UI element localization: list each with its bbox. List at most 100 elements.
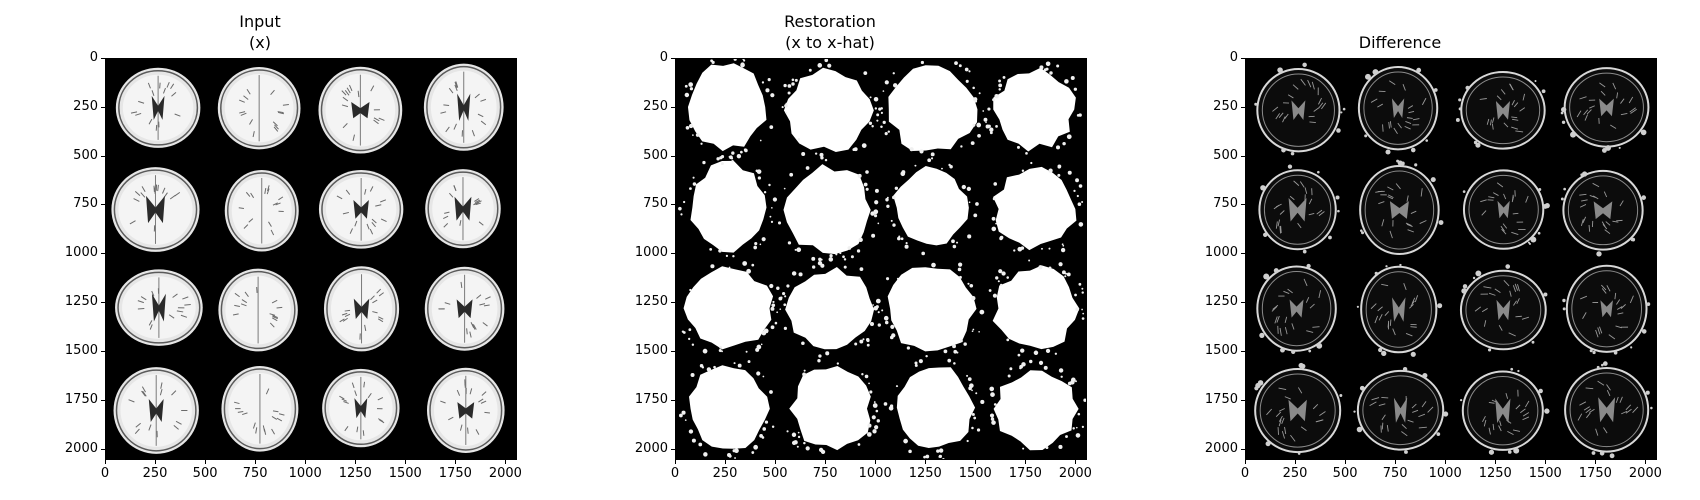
- y-tick-mark: [671, 106, 675, 108]
- x-tick-mark: [925, 460, 927, 464]
- y-tick-label: 250: [1213, 98, 1238, 114]
- brain-slice: [777, 158, 880, 262]
- brain-slice: [876, 60, 985, 157]
- y-tick-mark: [1241, 448, 1245, 450]
- brain-slice: [1359, 159, 1444, 256]
- brain-slice: [1459, 367, 1550, 455]
- panel-title-line2: Difference: [1358, 33, 1442, 52]
- y-tick-label: 1000: [634, 245, 668, 261]
- x-tick-label: 1000: [288, 466, 322, 481]
- y-tick-label: 250: [643, 98, 668, 114]
- y-tick-mark: [671, 350, 675, 352]
- brain-slice: [1353, 366, 1449, 454]
- brain-slice: [786, 359, 880, 455]
- x-tick-label: 500: [1332, 466, 1358, 481]
- x-tick-label: 250: [1282, 466, 1308, 481]
- brain-slice: [1459, 264, 1548, 352]
- brain-slice: [1462, 169, 1550, 250]
- x-tick-mark: [255, 460, 257, 464]
- brain-slice: [221, 365, 299, 452]
- x-tick-label: 2000: [1058, 466, 1092, 481]
- x-tick-label: 1500: [388, 466, 422, 481]
- y-tick-label: 0: [89, 50, 98, 65]
- x-tick-label: 500: [192, 466, 218, 481]
- y-tick-label: 2000: [1204, 440, 1238, 456]
- y-tick-label: 500: [643, 147, 668, 163]
- x-tick-label: 250: [142, 466, 168, 481]
- x-tick-label: 1750: [1578, 466, 1612, 481]
- brain-slice: [781, 59, 882, 160]
- brain-slice: [1357, 65, 1439, 155]
- x-tick-label: 2000: [488, 466, 522, 481]
- y-tick-mark: [101, 448, 105, 450]
- x-tick-label: 0: [100, 466, 110, 481]
- y-tick-mark: [671, 155, 675, 157]
- y-tick-label: 1250: [1204, 294, 1238, 310]
- y-tick-mark: [101, 204, 105, 206]
- x-tick-mark: [825, 460, 827, 464]
- x-tick-label: 0: [1240, 466, 1250, 481]
- panel-title-line2: (x to x-hat): [785, 33, 875, 52]
- x-tick-label: 1250: [908, 466, 942, 481]
- brain-slice: [218, 268, 298, 352]
- mri-grid: [106, 59, 516, 459]
- x-tick-mark: [1495, 460, 1497, 464]
- x-tick-mark: [1295, 460, 1297, 464]
- y-tick-label: 1500: [1204, 342, 1238, 358]
- image-area: [105, 58, 517, 460]
- y-tick-mark: [101, 253, 105, 255]
- brain-slice: [1356, 263, 1443, 357]
- x-tick-mark: [775, 460, 777, 464]
- y-tick-mark: [1241, 302, 1245, 304]
- panel-title-line1: Restoration: [784, 12, 876, 31]
- y-tick-mark: [1241, 399, 1245, 401]
- x-tick-label: 750: [812, 466, 838, 481]
- brain-slice: [318, 66, 403, 154]
- x-tick-mark: [975, 460, 977, 464]
- brain-slice: [427, 367, 505, 453]
- y-tick-label: 0: [659, 50, 668, 65]
- x-tick-mark: [1645, 460, 1647, 464]
- image-area: [675, 58, 1087, 460]
- brain-slice: [1560, 67, 1650, 153]
- x-tick-mark: [1595, 460, 1597, 464]
- y-tick-mark: [1241, 253, 1245, 255]
- mri-grid: [1246, 59, 1656, 459]
- brain-slice: [1455, 71, 1546, 150]
- brain-slice: [424, 266, 505, 351]
- x-tick-label: 1250: [338, 466, 372, 481]
- y-tick-mark: [101, 106, 105, 108]
- x-tick-mark: [1395, 460, 1397, 464]
- x-tick-label: 1500: [1528, 466, 1562, 481]
- y-tick-label: 0: [1229, 50, 1238, 65]
- x-tick-label: 250: [712, 466, 738, 481]
- y-tick-mark: [671, 448, 675, 450]
- x-tick-mark: [155, 460, 157, 464]
- x-tick-label: 1750: [1008, 466, 1042, 481]
- brain-slice: [1560, 169, 1647, 257]
- y-tick-label: 1750: [1204, 391, 1238, 407]
- y-tick-mark: [101, 302, 105, 304]
- x-tick-label: 1000: [858, 466, 892, 481]
- brain-slice: [991, 161, 1084, 253]
- brain-slice: [1254, 62, 1346, 156]
- brain-slice: [1258, 164, 1340, 254]
- x-tick-mark: [1445, 460, 1447, 464]
- y-tick-label: 750: [643, 196, 668, 212]
- y-tick-mark: [671, 302, 675, 304]
- panel-input: Input (x) 0 0 250 250 500 500 750 750 1000 1000 12…: [0, 0, 522, 500]
- y-tick-label: 250: [73, 98, 98, 114]
- y-tick-mark: [1241, 155, 1245, 157]
- y-tick-mark: [101, 350, 105, 352]
- brain-slice: [988, 259, 1085, 357]
- brain-slice: [318, 170, 404, 249]
- panel-restoration: Restoration (x to x-hat) 0 0 250 250 500 500 7…: [570, 0, 1092, 500]
- brain-slice: [1254, 362, 1343, 455]
- y-tick-mark: [101, 399, 105, 401]
- y-tick-label: 1000: [64, 245, 98, 261]
- x-tick-label: 500: [762, 466, 788, 481]
- y-tick-mark: [1241, 106, 1245, 108]
- y-tick-label: 1750: [634, 391, 668, 407]
- y-tick-mark: [1241, 350, 1245, 352]
- y-tick-mark: [1241, 58, 1245, 59]
